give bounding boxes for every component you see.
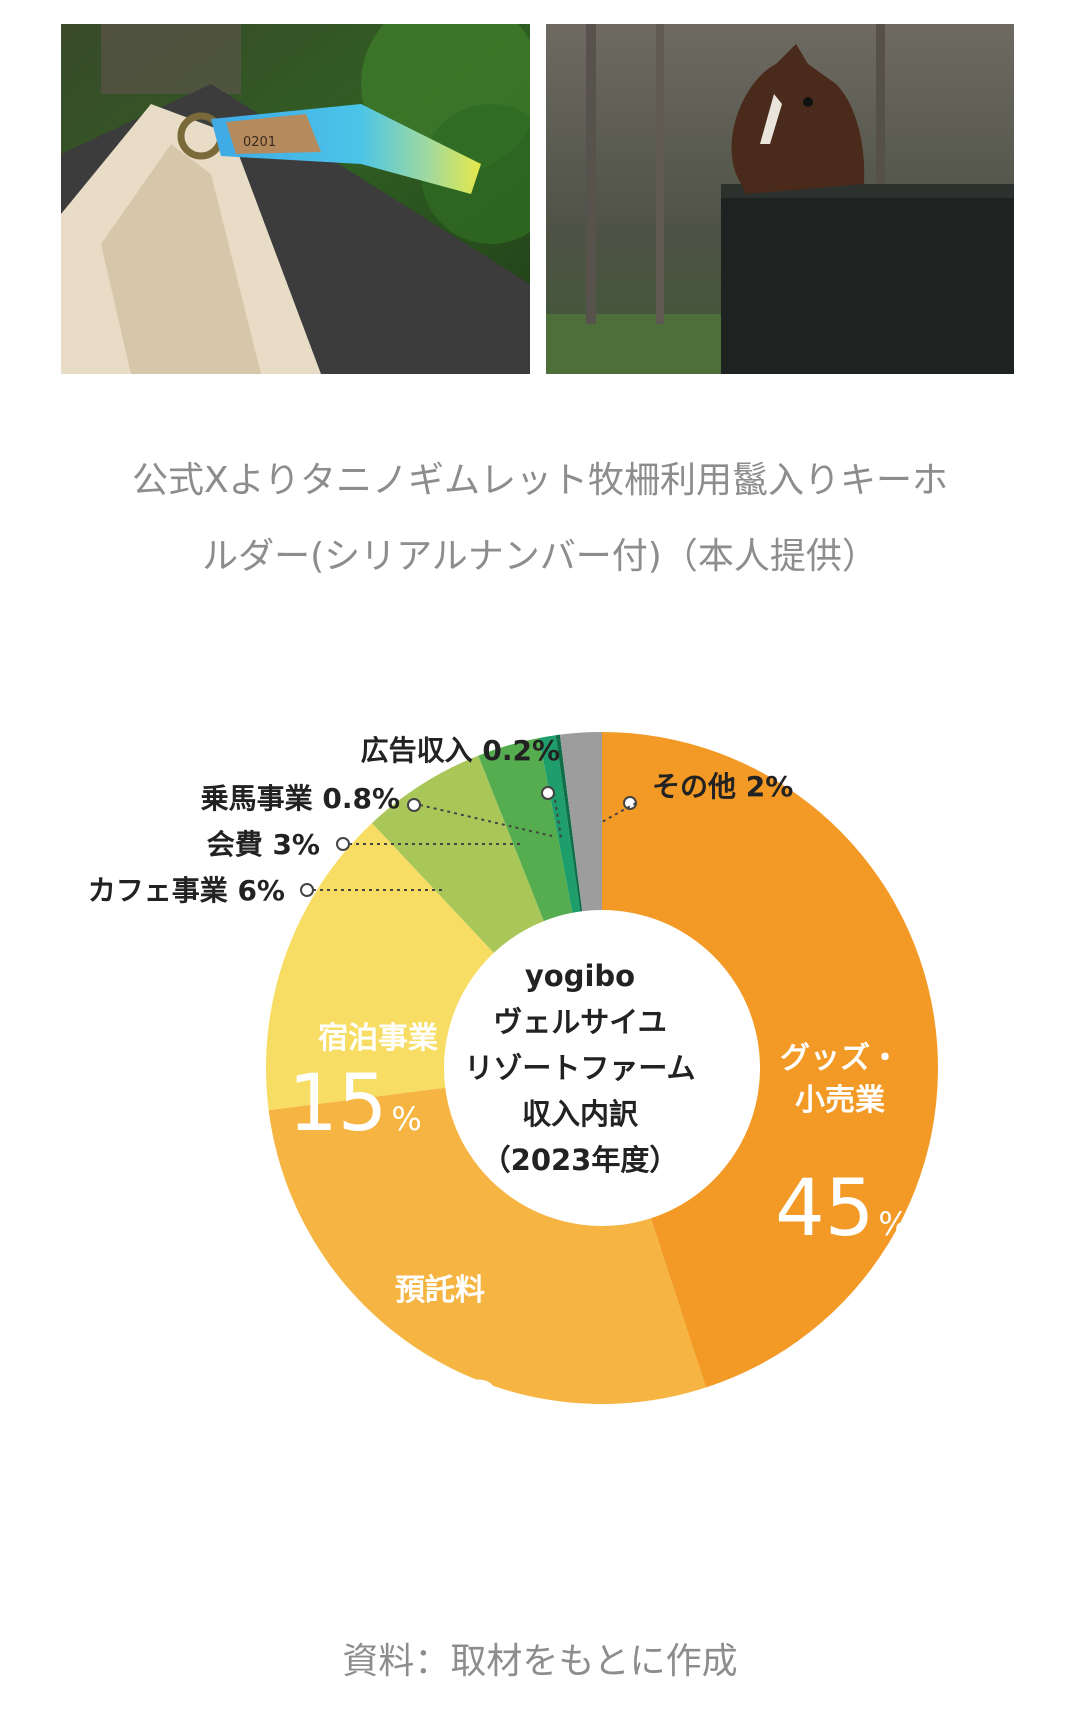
center-title-line-3: 収入内訳	[522, 1097, 639, 1131]
caption-line-1: 公式Xよりタニノギムレット牧柵利用鬣入りキーホ	[132, 460, 948, 501]
slice-value-0: 45%	[775, 1164, 909, 1254]
leader-dot-3	[300, 883, 314, 897]
slice---0	[602, 732, 939, 1388]
slice-name-1-0: 預託料	[395, 1273, 485, 1308]
donut-slices	[266, 732, 939, 1404]
slice---7	[559, 732, 602, 912]
outside-label-5: 乗馬事業 0.8%	[201, 782, 400, 815]
slice-value-1: 28%	[403, 1367, 537, 1457]
slice---6	[555, 734, 583, 912]
keyholder-serial: 0201	[243, 135, 276, 150]
caption-line-2: ルダー(シリアルナンバー付)（本人提供）	[202, 536, 878, 577]
slice-value-2: 15%	[288, 1059, 422, 1149]
outside-label-3: カフェ事業 6%	[88, 874, 285, 907]
source-note: 資料：取材をもとに作成	[342, 1641, 738, 1682]
leader-dot-5	[407, 798, 421, 812]
outside-label-7: その他 2%	[652, 770, 793, 803]
slice-name-0-1: 小売業	[795, 1083, 885, 1118]
leader-line-5	[419, 804, 553, 837]
leader-lines	[300, 786, 637, 897]
outside-label-4: 会費 3%	[207, 828, 320, 861]
leader-line-6	[553, 792, 562, 839]
keyholder-photo: 0201	[61, 24, 530, 374]
slice-name-0-0: グッズ・	[780, 1041, 900, 1076]
leader-dot-6	[541, 786, 555, 800]
slice---2	[266, 823, 494, 1111]
center-title-line-2: リゾートファーム	[464, 1051, 695, 1085]
leader-dot-4	[336, 837, 350, 851]
horse-photo	[546, 24, 1014, 374]
slice---1	[268, 1087, 706, 1404]
outside-label-6: 広告収入 0.2%	[361, 734, 560, 767]
center-title-line-4: （2023年度）	[482, 1143, 679, 1177]
slice---4	[478, 737, 573, 922]
center-title-line-0: yogibo	[525, 959, 635, 993]
slice-name-2-0: 宿泊事業	[318, 1021, 438, 1056]
center-title-line-1: ヴェルサイユ	[493, 1005, 666, 1039]
slice---5	[539, 735, 581, 913]
